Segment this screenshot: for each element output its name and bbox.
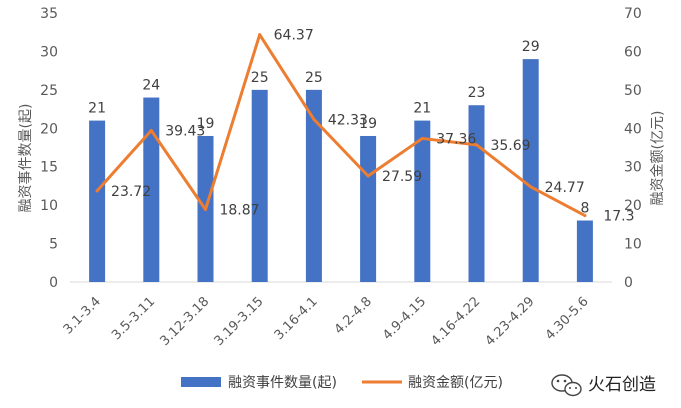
watermark-text: 火石创造 xyxy=(588,375,656,395)
left-axis-tick-label: 20 xyxy=(40,121,58,137)
line-point xyxy=(312,117,316,121)
line-point xyxy=(95,189,99,193)
line-point xyxy=(420,136,424,140)
x-axis-tick-label: 3.19-3.15 xyxy=(212,294,267,349)
bar-data-label: 25 xyxy=(305,70,323,86)
x-axis-ticks: 3.1-3.4 3.5-3.11 3.12-3.18 3.19-3.15 3.16-4.… xyxy=(61,294,592,349)
right-axis-tick-label: 50 xyxy=(624,83,642,99)
line-point xyxy=(149,128,153,132)
bar xyxy=(305,89,322,282)
line-data-labels: 23.72 39.43 18.87 64.37 42.33 27.59 37.36 35.69… xyxy=(95,28,634,225)
bar-data-label: 23 xyxy=(468,85,486,101)
bar-data-label: 8 xyxy=(580,201,589,217)
bar-data-label: 19 xyxy=(359,116,377,132)
left-axis-tick-label: 10 xyxy=(40,198,58,214)
legend-bar-label: 融资事件数量(起) xyxy=(228,375,337,391)
line-point xyxy=(475,143,478,147)
line-data-label: 64.37 xyxy=(274,28,314,44)
bar-data-label: 21 xyxy=(413,101,431,117)
line-data-label: 42.33 xyxy=(328,112,368,128)
right-axis-tick-label: 10 xyxy=(624,237,642,253)
legend-bar-swatch xyxy=(181,377,221,387)
x-axis-tick-label: 4.2-4.8 xyxy=(332,294,375,337)
legend-line-label: 融资金额(亿元) xyxy=(408,375,503,391)
left-axis-tick-label: 30 xyxy=(40,44,58,60)
right-axis-title: 融资金额(亿元) xyxy=(650,111,666,206)
line-data-label: 23.72 xyxy=(111,184,151,200)
x-axis-tick-label: 4.9-4.15 xyxy=(380,294,429,343)
legend: 融资事件数量(起) 融资金额(亿元) xyxy=(181,375,503,391)
right-axis-ticks: 0 10 20 30 40 50 60 70 xyxy=(624,6,642,291)
bar xyxy=(360,135,377,282)
line-series xyxy=(95,33,587,218)
left-axis-tick-label: 0 xyxy=(49,275,58,291)
line-data-label: 35.69 xyxy=(490,138,530,154)
right-axis-tick-label: 0 xyxy=(624,275,633,291)
line-point xyxy=(529,185,533,189)
left-axis-title: 融资事件数量(起) xyxy=(18,104,34,213)
line-data-label: 27.59 xyxy=(382,169,422,185)
line-point xyxy=(258,33,262,37)
wechat-icon xyxy=(551,374,582,397)
right-axis-tick-label: 40 xyxy=(624,121,642,137)
x-axis-tick-label: 3.16-4.1 xyxy=(272,294,321,343)
line-data-label: 17.3 xyxy=(603,209,634,225)
bar xyxy=(522,59,539,282)
bar-data-label: 24 xyxy=(142,78,160,94)
bar xyxy=(143,97,160,283)
bar xyxy=(89,120,106,282)
bar xyxy=(414,120,431,282)
line-data-label: 18.87 xyxy=(219,202,259,218)
watermark: 火石创造 xyxy=(551,374,656,397)
x-axis-tick-label: 3.1-3.4 xyxy=(61,294,104,337)
right-axis-tick-label: 30 xyxy=(624,160,642,176)
x-axis-tick-label: 3.5-3.11 xyxy=(109,294,158,343)
bar-data-label: 19 xyxy=(197,116,215,132)
line-point xyxy=(583,214,587,218)
left-axis-ticks: 0 5 10 15 20 25 30 35 xyxy=(40,6,58,291)
x-axis-tick-label: 4.30-5.6 xyxy=(543,294,592,343)
line-point xyxy=(204,207,207,211)
left-axis-tick-label: 35 xyxy=(40,6,58,22)
line-data-label: 39.43 xyxy=(165,123,205,139)
bar-data-label: 25 xyxy=(251,70,269,86)
bar-data-label: 21 xyxy=(88,101,106,117)
line-point xyxy=(366,174,370,178)
x-axis-tick-label: 4.16-4.22 xyxy=(428,294,483,349)
left-axis-tick-label: 15 xyxy=(40,160,58,176)
line-data-label: 37.36 xyxy=(436,131,476,147)
left-axis-tick-label: 25 xyxy=(40,83,58,99)
right-axis-tick-label: 60 xyxy=(624,44,642,60)
bar xyxy=(251,89,268,282)
left-axis-tick-label: 5 xyxy=(49,237,58,253)
bar-data-label: 29 xyxy=(522,39,540,55)
right-axis-tick-label: 70 xyxy=(624,6,642,22)
x-axis-tick-label: 4.23-4.29 xyxy=(483,294,538,349)
bar-data-labels: 21 24 19 25 25 19 21 23 29 8 xyxy=(88,39,589,216)
line-data-label: 24.77 xyxy=(545,180,585,196)
right-axis-tick-label: 20 xyxy=(624,198,642,214)
bar-series xyxy=(89,59,593,283)
bar xyxy=(576,220,593,282)
x-axis-tick-label: 3.12-3.18 xyxy=(157,294,212,349)
